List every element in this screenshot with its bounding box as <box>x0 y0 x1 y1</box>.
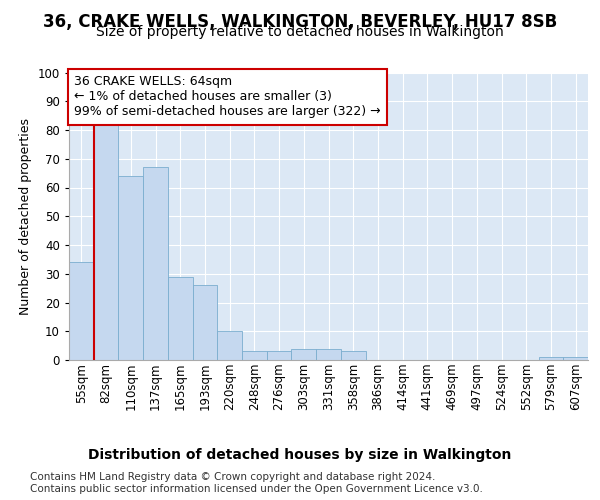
Bar <box>217 331 242 360</box>
Bar <box>94 124 118 360</box>
Bar <box>341 352 365 360</box>
Bar <box>242 352 267 360</box>
Y-axis label: Number of detached properties: Number of detached properties <box>19 118 32 315</box>
Text: Contains HM Land Registry data © Crown copyright and database right 2024.: Contains HM Land Registry data © Crown c… <box>30 472 436 482</box>
Bar <box>193 285 217 360</box>
Text: 36, CRAKE WELLS, WALKINGTON, BEVERLEY, HU17 8SB: 36, CRAKE WELLS, WALKINGTON, BEVERLEY, H… <box>43 12 557 30</box>
Bar <box>316 348 341 360</box>
Bar <box>118 176 143 360</box>
Bar <box>69 262 94 360</box>
Bar <box>168 276 193 360</box>
Bar <box>563 357 588 360</box>
Bar <box>143 168 168 360</box>
Text: Size of property relative to detached houses in Walkington: Size of property relative to detached ho… <box>96 25 504 39</box>
Bar <box>539 357 563 360</box>
Bar <box>292 348 316 360</box>
Bar <box>267 352 292 360</box>
Text: Distribution of detached houses by size in Walkington: Distribution of detached houses by size … <box>88 448 512 462</box>
Text: 36 CRAKE WELLS: 64sqm
← 1% of detached houses are smaller (3)
99% of semi-detach: 36 CRAKE WELLS: 64sqm ← 1% of detached h… <box>74 76 381 118</box>
Text: Contains public sector information licensed under the Open Government Licence v3: Contains public sector information licen… <box>30 484 483 494</box>
